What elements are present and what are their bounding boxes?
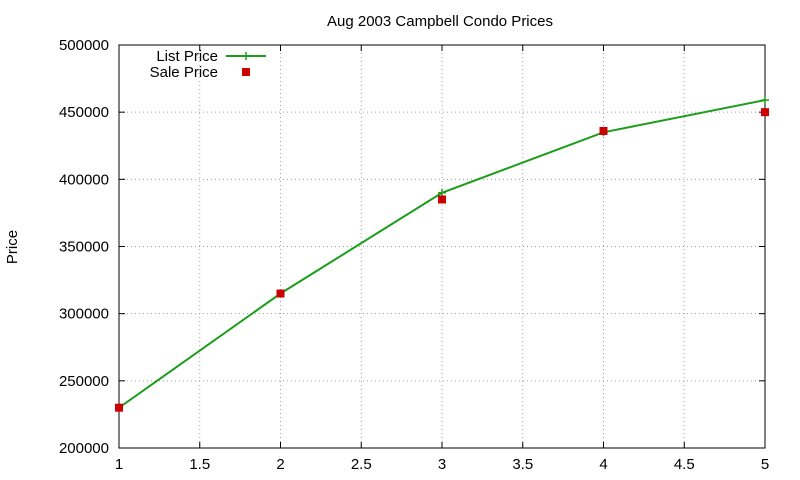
y-tick-label: 400000 <box>59 171 109 188</box>
series-group <box>115 96 769 412</box>
sale-price-point <box>115 403 123 412</box>
list-price-point <box>438 188 446 197</box>
y-tick-label: 500000 <box>59 37 109 54</box>
x-tick-label: 3 <box>438 456 446 473</box>
x-tick-label: 4 <box>599 456 607 473</box>
legend-label: Sale Price <box>150 64 218 81</box>
legend-label: List Price <box>156 48 218 65</box>
x-tick-label: 5 <box>761 456 769 473</box>
y-axis-label: Price <box>4 230 21 264</box>
sale-price-point <box>438 195 446 204</box>
x-tick-label: 2 <box>276 456 284 473</box>
y-tick-label: 300000 <box>59 306 109 323</box>
sale-price-point <box>276 289 285 298</box>
x-tick-label: 4.5 <box>674 456 695 473</box>
legend-swatch-square-marker <box>242 68 250 76</box>
x-tick-label: 2.5 <box>351 456 372 473</box>
y-tick-label: 200000 <box>59 440 109 457</box>
grid <box>119 45 765 448</box>
y-tick-label: 250000 <box>59 373 109 390</box>
legend-swatch-plus-marker <box>242 52 250 60</box>
list-price-point <box>761 96 769 105</box>
x-tick-label: 1.5 <box>189 456 210 473</box>
x-tick-label: 3.5 <box>512 456 533 473</box>
y-tick-label: 450000 <box>59 104 109 121</box>
y-tick-label: 350000 <box>59 239 109 256</box>
chart-title: Aug 2003 Campbell Condo Prices <box>327 13 553 30</box>
sale-price-point <box>761 108 769 117</box>
sale-price-point <box>599 126 608 135</box>
x-tick-label: 1 <box>115 456 123 473</box>
axis-ticks: 1 1.5 2 2.5 3 3.5 4 4.5 5 200000 250000 300000 35000… <box>59 37 769 473</box>
